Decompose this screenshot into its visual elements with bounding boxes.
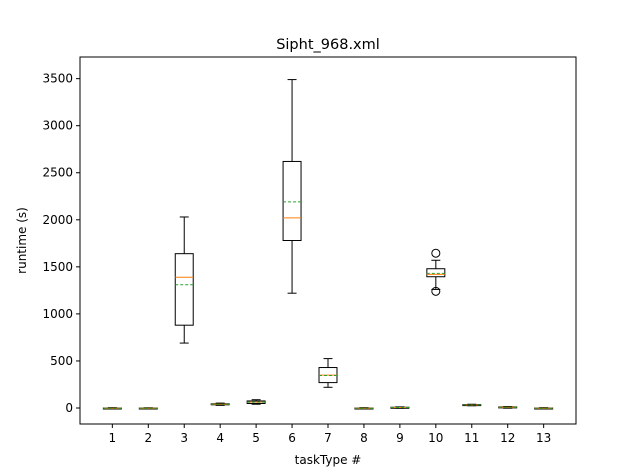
box-3 [174,216,194,344]
iqr-box [174,253,194,326]
x-tick-label: 7 [324,431,332,445]
box-10 [426,248,446,296]
y-tick-label: 2500 [42,166,73,180]
box-5 [246,399,266,405]
box-4 [210,402,230,406]
x-tick-label: 4 [216,431,224,445]
x-axis-ticks: 1 2 3 4 5 6 7 8 9 10 11 12 13 [109,424,551,445]
y-tick-label: 2000 [42,213,73,227]
plot-area [102,79,554,410]
iqr-box [282,160,302,241]
box-8 [354,407,374,410]
y-tick-label: 3000 [42,119,73,133]
box-11 [462,403,482,407]
y-axis-ticks: 0 500 1000 1500 2000 2500 3000 3500 [42,72,80,415]
box-13 [534,407,554,410]
x-tick-label: 1 [109,431,117,445]
x-tick-label: 2 [144,431,152,445]
x-tick-label: 11 [464,431,479,445]
y-tick-label: 1000 [42,307,73,321]
box-1 [102,407,122,410]
x-tick-label: 9 [396,431,404,445]
y-tick-label: 0 [65,401,73,415]
x-axis-label: taskType # [295,453,362,467]
chart-title: Sipht_968.xml [276,37,380,53]
box-7 [318,358,338,388]
box-12 [498,405,518,409]
iqr-box [426,268,446,278]
box-2 [138,407,158,410]
x-tick-label: 12 [500,431,515,445]
x-tick-label: 6 [288,431,296,445]
x-tick-label: 5 [252,431,260,445]
y-tick-label: 500 [50,354,73,368]
y-axis-label: runtime (s) [15,207,29,274]
box-9 [390,406,410,409]
box-6 [282,79,302,294]
y-tick-label: 3500 [42,72,73,86]
outlier-point [431,248,441,258]
x-tick-label: 10 [428,431,443,445]
y-tick-label: 1500 [42,260,73,274]
x-tick-label: 3 [180,431,188,445]
outlier-point [431,286,441,296]
x-tick-label: 8 [360,431,368,445]
x-tick-label: 13 [536,431,551,445]
